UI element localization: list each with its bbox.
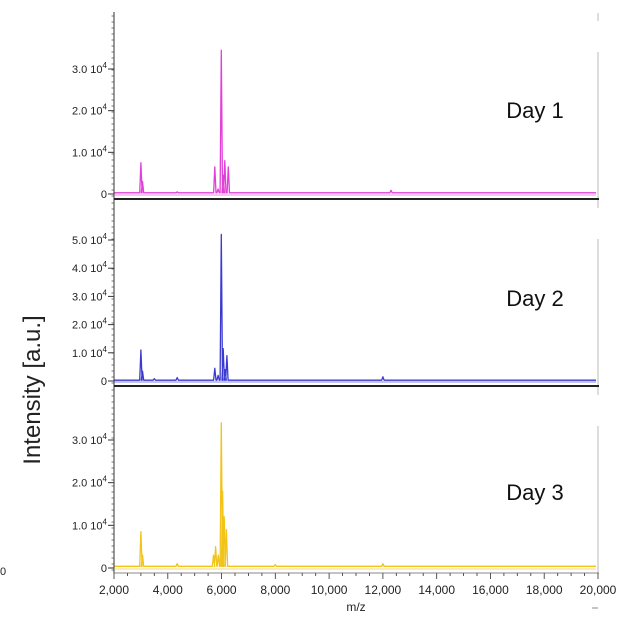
x-tick-label: 4,000 bbox=[153, 583, 183, 597]
y-axis-label: Intensity [a.u.] bbox=[19, 315, 46, 464]
y-tick-label: 0 bbox=[101, 376, 107, 388]
x-tick-label: 18,000 bbox=[526, 583, 563, 597]
spectrum-trace-day-1 bbox=[114, 49, 596, 194]
y-tick-label: 1.0 104 bbox=[72, 345, 108, 360]
y-tick-label: 5.0 104 bbox=[72, 232, 108, 247]
y-tick-label: 3.0 104 bbox=[72, 61, 108, 76]
y-tick-label: 0 bbox=[101, 563, 107, 575]
y-tick-label: 1.0 104 bbox=[72, 144, 108, 159]
panel-day-label: Day 2 bbox=[506, 286, 563, 311]
y-tick-label: 2.0 104 bbox=[72, 475, 108, 490]
y-tick-label: 1.0 104 bbox=[72, 517, 108, 532]
x-tick-label: 14,000 bbox=[418, 583, 455, 597]
panel-1: 0 1.0 104 2.0 104 3.0 104 Day 1 bbox=[72, 12, 599, 201]
x-axis: 2,000 4,000 6,000 8,000 10,000 12,000 14,000 16… bbox=[99, 573, 617, 609]
x-tick-label: 10,000 bbox=[311, 583, 348, 597]
y-tick-label: 2.0 104 bbox=[72, 317, 108, 332]
y-tick-label: 0 bbox=[101, 189, 107, 201]
y-tick-label: 4.0 104 bbox=[72, 260, 108, 275]
x-axis-label: m/z bbox=[346, 600, 365, 614]
spectrum-trace-day-3 bbox=[114, 422, 596, 567]
chart-panels: 0 1.0 104 2.0 104 3.0 104 Day 1 0 1.0 104 2.0 1… bbox=[72, 12, 599, 575]
x-tick-label: 16,000 bbox=[472, 583, 509, 597]
panel-day-label: Day 1 bbox=[506, 98, 563, 123]
panel-day-label: Day 3 bbox=[506, 480, 563, 505]
x-tick-label: 20,000 bbox=[580, 583, 617, 597]
y-tick-label: 2.0 104 bbox=[72, 103, 108, 118]
x-tick-label: 2,000 bbox=[99, 583, 129, 597]
panel-3: 0 1.0 104 2.0 104 3.0 104 Day 3 bbox=[72, 386, 599, 575]
x-tick-label: 8,000 bbox=[260, 583, 290, 597]
y-tick-label: 3.0 104 bbox=[72, 288, 108, 303]
x-tick-label: 6,000 bbox=[207, 583, 237, 597]
stray-zero-label: 0 bbox=[0, 566, 6, 578]
spectrum-trace-day-2 bbox=[114, 233, 596, 381]
panel-2: 0 1.0 104 2.0 104 3.0 104 4.0 104 5.0 104 Day … bbox=[72, 199, 599, 388]
x-tick-label: 12,000 bbox=[365, 583, 402, 597]
y-tick-label: 3.0 104 bbox=[72, 432, 108, 447]
